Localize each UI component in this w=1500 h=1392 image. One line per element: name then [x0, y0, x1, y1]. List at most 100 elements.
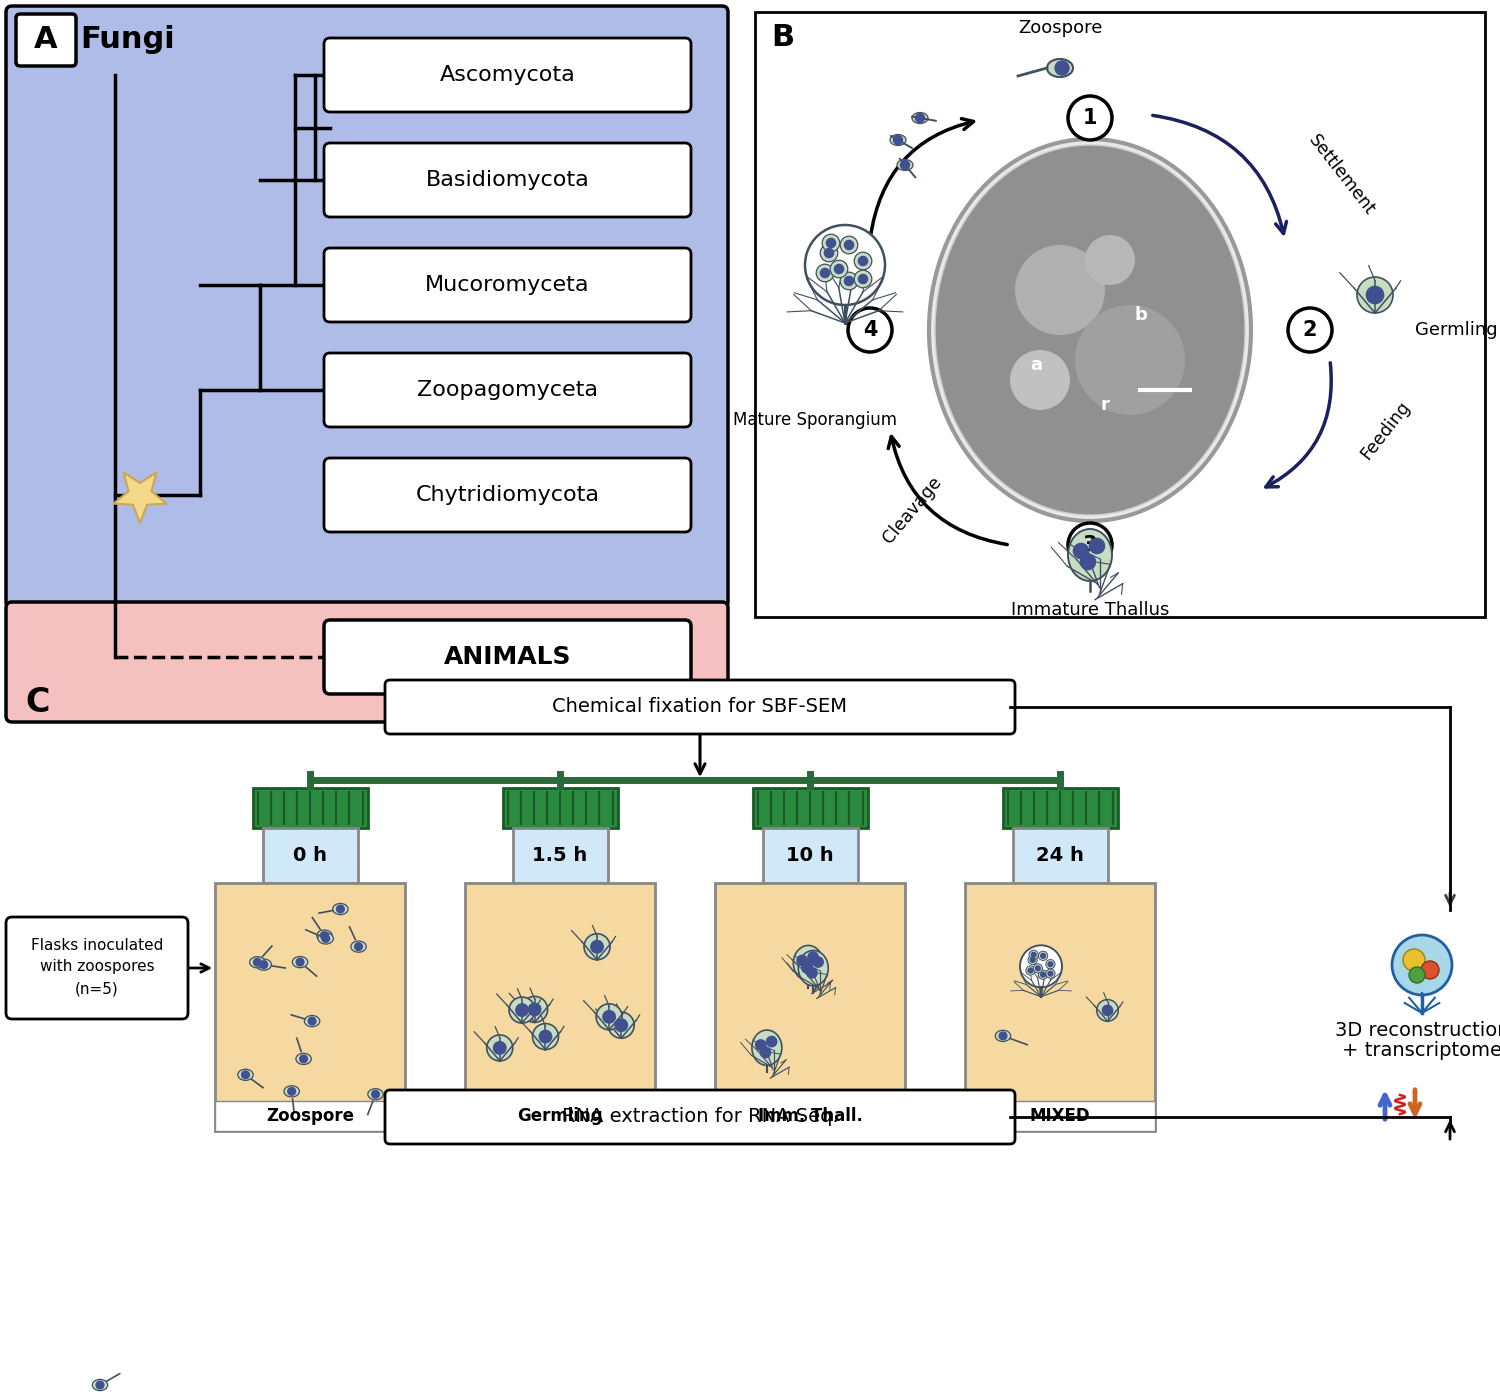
Circle shape: [1048, 962, 1053, 966]
Bar: [214, 883, 405, 1130]
Circle shape: [853, 270, 871, 288]
Circle shape: [1068, 523, 1112, 567]
Ellipse shape: [996, 1030, 1011, 1041]
Circle shape: [1408, 967, 1425, 983]
Circle shape: [1041, 972, 1046, 977]
FancyBboxPatch shape: [386, 681, 1016, 734]
Circle shape: [528, 1004, 542, 1016]
Text: 1.5 h: 1.5 h: [532, 846, 588, 864]
Text: Chytridiomycota: Chytridiomycota: [416, 484, 600, 505]
Ellipse shape: [333, 903, 348, 915]
Text: 3D reconstruction: 3D reconstruction: [1335, 1020, 1500, 1040]
Circle shape: [806, 226, 885, 305]
Circle shape: [242, 1070, 249, 1079]
Text: 2: 2: [1302, 320, 1317, 340]
Circle shape: [516, 1004, 528, 1016]
Circle shape: [807, 967, 818, 979]
Circle shape: [615, 1019, 627, 1031]
Circle shape: [796, 955, 807, 966]
Text: C: C: [26, 685, 51, 718]
Circle shape: [1010, 349, 1070, 411]
Bar: [1013, 828, 1107, 883]
Ellipse shape: [890, 135, 906, 146]
Text: B: B: [771, 24, 795, 53]
FancyBboxPatch shape: [386, 1090, 1016, 1144]
Circle shape: [840, 237, 858, 253]
Text: with zoospores: with zoospores: [39, 959, 154, 974]
FancyBboxPatch shape: [324, 143, 692, 217]
Circle shape: [760, 1047, 771, 1058]
Ellipse shape: [318, 933, 333, 944]
Text: Mature Sporangium: Mature Sporangium: [734, 411, 897, 429]
Text: Immature Thallus: Immature Thallus: [1011, 601, 1168, 619]
Circle shape: [1030, 958, 1035, 962]
Text: A: A: [34, 25, 58, 54]
Circle shape: [821, 244, 839, 262]
Circle shape: [288, 1087, 296, 1096]
Text: Ascomycota: Ascomycota: [440, 65, 576, 85]
Bar: [1002, 788, 1118, 828]
Circle shape: [354, 942, 363, 951]
Circle shape: [486, 1034, 513, 1061]
Circle shape: [494, 1041, 506, 1054]
Circle shape: [894, 135, 903, 145]
Bar: [753, 788, 867, 828]
Circle shape: [822, 234, 840, 252]
Ellipse shape: [351, 941, 366, 952]
Text: Zoospore: Zoospore: [266, 1107, 354, 1125]
Circle shape: [844, 241, 853, 249]
Circle shape: [1074, 543, 1089, 558]
FancyBboxPatch shape: [6, 6, 728, 608]
Bar: [252, 788, 368, 828]
Circle shape: [830, 260, 848, 278]
Text: + transcriptome: + transcriptome: [1342, 1040, 1500, 1059]
Bar: [262, 828, 357, 883]
FancyBboxPatch shape: [6, 917, 188, 1019]
Circle shape: [596, 1004, 622, 1030]
Text: Fungi: Fungi: [81, 25, 176, 54]
Circle shape: [591, 941, 603, 954]
Bar: [762, 828, 858, 883]
Circle shape: [802, 963, 812, 973]
Circle shape: [900, 160, 909, 170]
Text: 10 h: 10 h: [786, 846, 834, 864]
Circle shape: [1102, 1005, 1113, 1016]
Circle shape: [756, 1040, 766, 1050]
Ellipse shape: [928, 139, 1251, 521]
Circle shape: [1288, 308, 1332, 352]
Circle shape: [1420, 960, 1438, 979]
Circle shape: [1029, 951, 1038, 959]
Bar: [716, 883, 904, 1130]
Ellipse shape: [296, 1054, 312, 1065]
Bar: [964, 883, 1155, 1130]
Ellipse shape: [304, 1016, 320, 1027]
Circle shape: [844, 277, 853, 285]
Circle shape: [1358, 277, 1394, 313]
Circle shape: [808, 952, 818, 962]
Text: 24 h: 24 h: [1036, 846, 1084, 864]
Circle shape: [802, 960, 813, 970]
Ellipse shape: [316, 930, 332, 941]
Bar: [964, 1101, 1155, 1130]
Circle shape: [1028, 967, 1033, 973]
Ellipse shape: [752, 1030, 782, 1065]
Circle shape: [372, 1090, 380, 1098]
Text: a: a: [1030, 356, 1042, 374]
Circle shape: [1026, 966, 1035, 976]
Circle shape: [834, 264, 843, 274]
Ellipse shape: [1047, 58, 1072, 77]
Circle shape: [308, 1018, 316, 1025]
Circle shape: [816, 264, 834, 281]
Circle shape: [296, 958, 304, 966]
Circle shape: [858, 256, 867, 266]
Text: Chemical fixation for SBF-SEM: Chemical fixation for SBF-SEM: [552, 697, 848, 717]
Circle shape: [840, 273, 858, 290]
Ellipse shape: [1068, 529, 1112, 580]
Text: Germling: Germling: [518, 1107, 603, 1125]
FancyBboxPatch shape: [324, 619, 692, 695]
Circle shape: [1076, 305, 1185, 415]
Ellipse shape: [897, 160, 914, 170]
Circle shape: [509, 997, 536, 1023]
Circle shape: [858, 274, 867, 284]
Circle shape: [522, 997, 548, 1022]
